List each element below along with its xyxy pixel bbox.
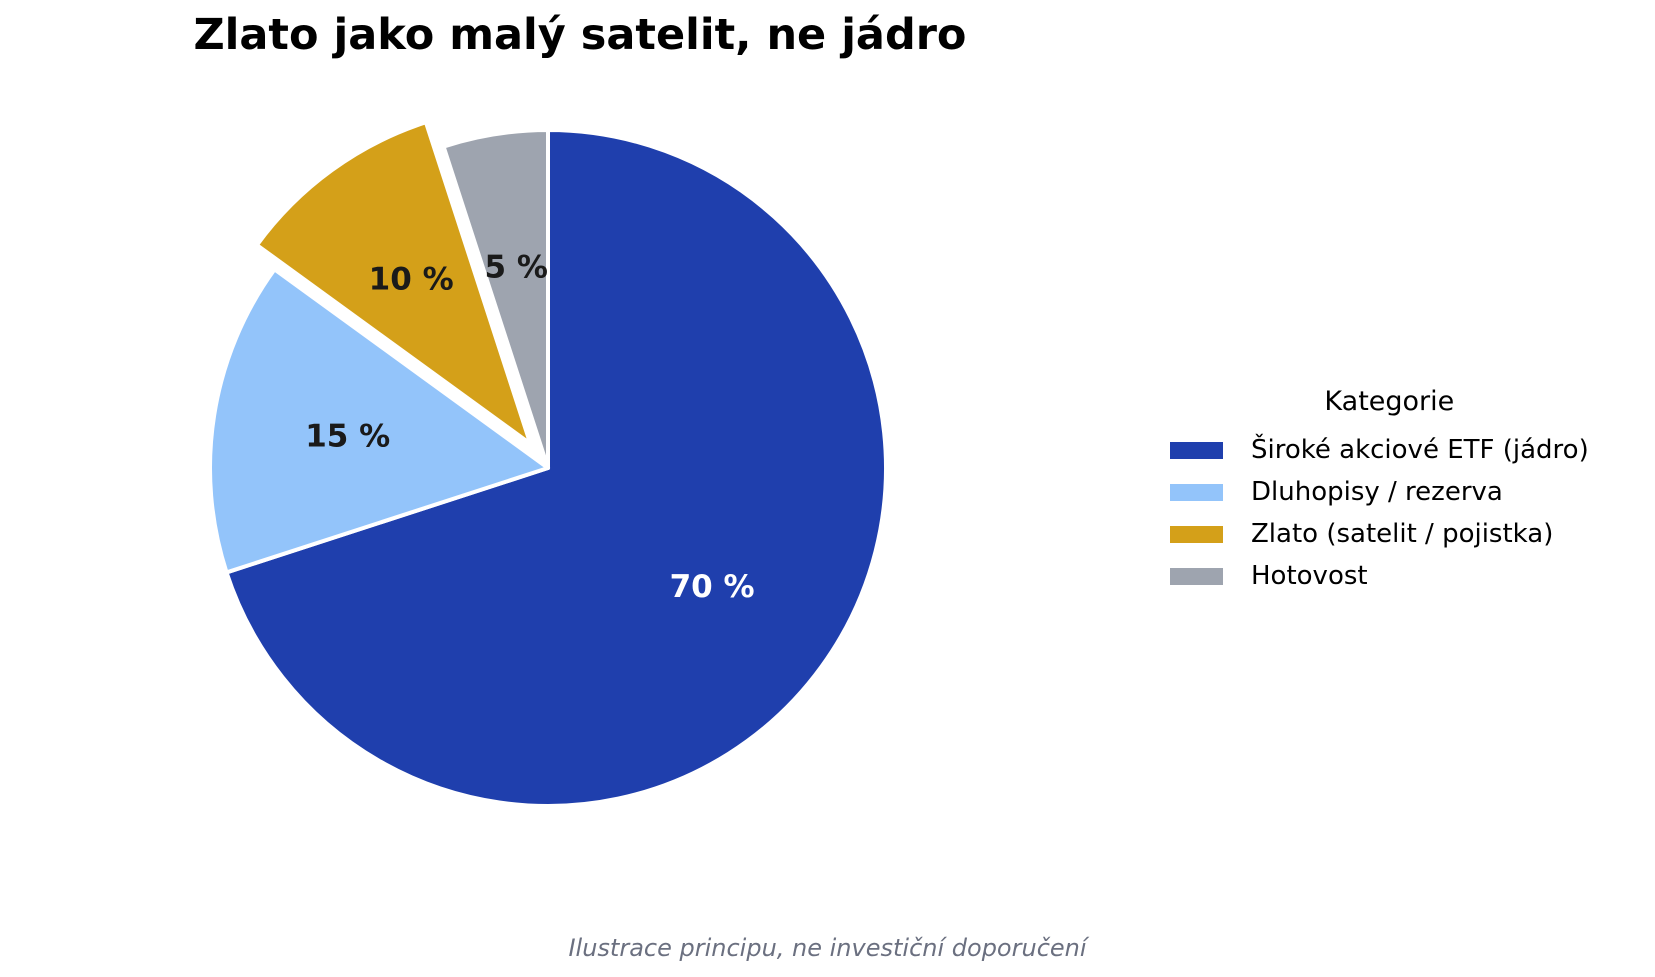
legend: Kategorie Široké akciové ETF (jádro) Dluh… [1170, 386, 1589, 597]
legend-item-0: Široké akciové ETF (jádro) [1170, 429, 1589, 471]
legend-title: Kategorie [1324, 386, 1455, 417]
slice-label-2: 10 % [369, 262, 454, 298]
legend-item-3: Hotovost [1170, 555, 1589, 597]
legend-swatch-3 [1170, 567, 1223, 585]
pie-chart: 70 % 15 % 10 % 5 % [208, 120, 888, 808]
legend-item-1: Dluhopisy / rezerva [1170, 471, 1589, 513]
slice-label-3: 5 % [485, 250, 548, 286]
pie-slice-1 [208, 267, 550, 575]
pie-slice-0 [224, 128, 888, 808]
legend-label-2: Zlato (satelit / pojistka) [1251, 519, 1554, 549]
legend-item-2: Zlato (satelit / pojistka) [1170, 513, 1589, 555]
legend-swatch-1 [1170, 483, 1223, 501]
slice-label-0: 70 % [670, 569, 755, 605]
pie-slice-3 [441, 128, 550, 470]
footnote: Ilustrace principu, ne investiční doporu… [568, 934, 1087, 962]
chart-title: Zlato jako malý satelit, ne jádro [193, 10, 967, 60]
pie-slice-2 [254, 120, 533, 446]
legend-label-0: Široké akciové ETF (jádro) [1251, 435, 1589, 465]
legend-swatch-2 [1170, 525, 1223, 543]
slice-label-1: 15 % [305, 418, 390, 454]
legend-label-1: Dluhopisy / rezerva [1251, 477, 1503, 507]
legend-label-3: Hotovost [1251, 561, 1368, 591]
legend-swatch-0 [1170, 441, 1223, 459]
